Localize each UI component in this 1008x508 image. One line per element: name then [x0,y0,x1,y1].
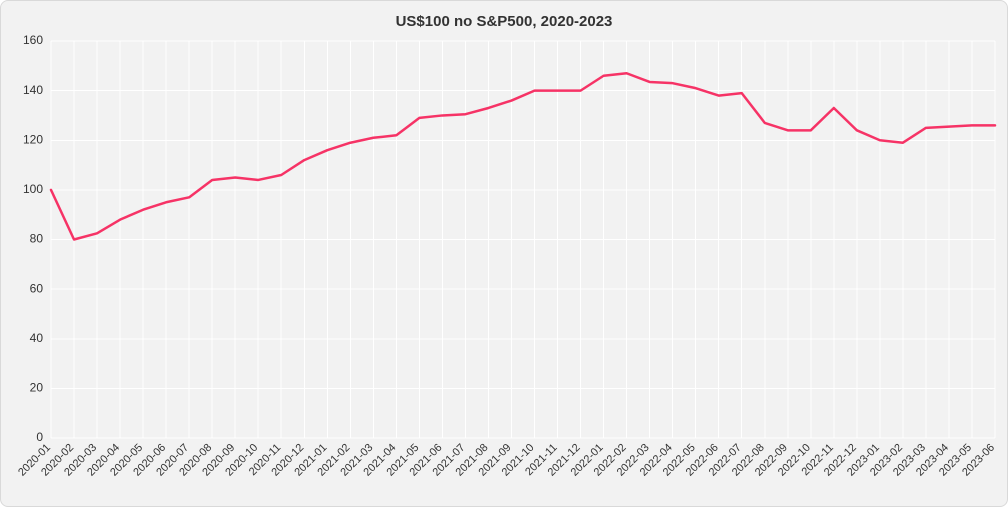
chart-title: US$100 no S&P500, 2020-2023 [1,13,1007,30]
y-tick-label: 0 [36,430,43,444]
chart-svg: 0204060801001201401602020-012020-022020-… [1,1,1008,508]
line-chart: US$100 no S&P500, 2020-2023 0 20 40 60 80 100… [0,0,1008,507]
y-tick-label: 60 [30,281,44,295]
series-line [51,73,995,239]
y-tick-label: 140 [23,83,43,97]
y-tick-label: 160 [23,33,43,47]
y-tick-label: 80 [30,232,44,246]
y-tick-label: 20 [30,381,44,395]
y-tick-label: 100 [23,182,43,196]
y-tick-label: 120 [23,132,43,146]
y-tick-label: 40 [30,331,44,345]
